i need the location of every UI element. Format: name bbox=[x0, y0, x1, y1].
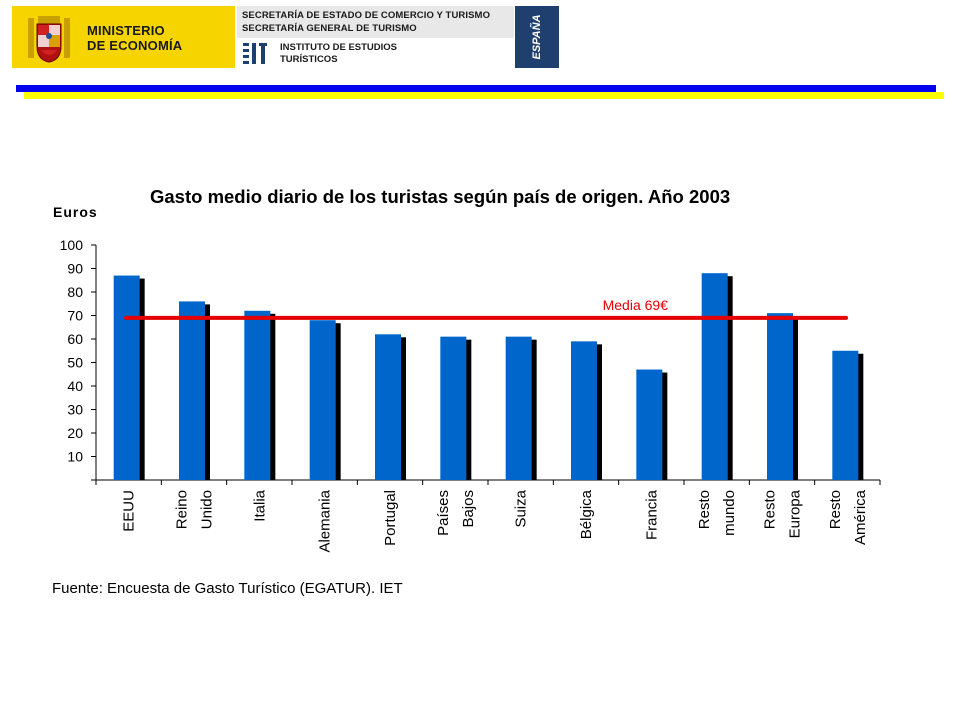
y-tick-label: 30 bbox=[67, 402, 83, 418]
bar bbox=[701, 273, 728, 480]
mean-line-label: Media 69€ bbox=[603, 297, 669, 313]
bar bbox=[767, 313, 793, 480]
x-tick-label: América bbox=[852, 489, 869, 545]
y-axis-label: Euros bbox=[53, 204, 98, 220]
bar bbox=[571, 341, 597, 480]
x-tick-label: Unido bbox=[199, 490, 216, 529]
x-tick-label: Reino bbox=[174, 490, 191, 529]
x-tick-label: Resto bbox=[762, 490, 779, 529]
x-tick-label: Bajos bbox=[460, 490, 477, 528]
header-stripe-blue bbox=[16, 85, 936, 92]
bar bbox=[179, 301, 205, 480]
x-tick-label: EEUU bbox=[121, 490, 138, 532]
y-tick-label: 90 bbox=[67, 261, 83, 277]
bar bbox=[113, 275, 140, 480]
y-tick-label: 80 bbox=[67, 284, 83, 300]
x-tick-label: Resto bbox=[696, 490, 713, 529]
ministry-line2: DE ECONOMÍA bbox=[87, 38, 183, 53]
espana-badge: ESPAÑA bbox=[515, 6, 559, 68]
chart-title: Gasto medio diario de los turistas según… bbox=[150, 186, 731, 207]
ministry-name: MINISTERIO DE ECONOMÍA bbox=[87, 23, 182, 53]
y-tick-label: 100 bbox=[60, 237, 84, 253]
ministry-logo-block: MINISTERIO DE ECONOMÍA bbox=[12, 6, 235, 68]
bar bbox=[244, 310, 271, 480]
header-stripe-yellow bbox=[24, 92, 944, 99]
y-tick-label: 70 bbox=[67, 308, 83, 324]
bar bbox=[375, 334, 401, 480]
ministry-line1: MINISTERIO bbox=[87, 23, 165, 38]
x-tick-label: mundo bbox=[721, 490, 738, 536]
x-tick-label: Resto bbox=[827, 490, 844, 529]
x-tick-label: Países bbox=[435, 490, 452, 536]
bar bbox=[636, 369, 663, 480]
x-tick-label: Italia bbox=[251, 489, 268, 521]
source-note: Fuente: Encuesta de Gasto Turístico (EGA… bbox=[52, 580, 403, 597]
institute-line1: INSTITUTO DE ESTUDIOS bbox=[280, 42, 398, 53]
secretaria-line1: SECRETARÍA DE ESTADO DE COMERCIO Y TURIS… bbox=[242, 10, 491, 21]
bar bbox=[440, 336, 467, 480]
coat-of-arms-icon bbox=[28, 16, 70, 63]
secretaria-block: SECRETARÍA DE ESTADO DE COMERCIO Y TURIS… bbox=[237, 6, 514, 38]
x-tick-label: Francia bbox=[643, 489, 660, 540]
bar bbox=[309, 320, 336, 480]
y-tick-label: 50 bbox=[67, 355, 83, 371]
x-tick-label: Bélgica bbox=[578, 489, 595, 539]
bar bbox=[832, 350, 859, 480]
x-tick-label: Alemania bbox=[317, 489, 334, 552]
x-tick-label: Portugal bbox=[382, 490, 399, 546]
x-tick-label: Suiza bbox=[513, 489, 530, 527]
y-tick-label: 60 bbox=[67, 331, 83, 347]
secretaria-line2: SECRETARÍA GENERAL DE TURISMO bbox=[242, 23, 417, 34]
bar bbox=[505, 336, 532, 480]
y-tick-label: 20 bbox=[67, 425, 83, 441]
x-tick-label: Europa bbox=[787, 489, 804, 538]
institute-line2: TURÍSTICOS bbox=[280, 54, 338, 65]
iet-logo-icon bbox=[243, 43, 267, 64]
y-tick-label: 10 bbox=[67, 449, 83, 465]
institute-block: INSTITUTO DE ESTUDIOS TURÍSTICOS bbox=[237, 39, 514, 68]
y-tick-label: 40 bbox=[67, 378, 83, 394]
